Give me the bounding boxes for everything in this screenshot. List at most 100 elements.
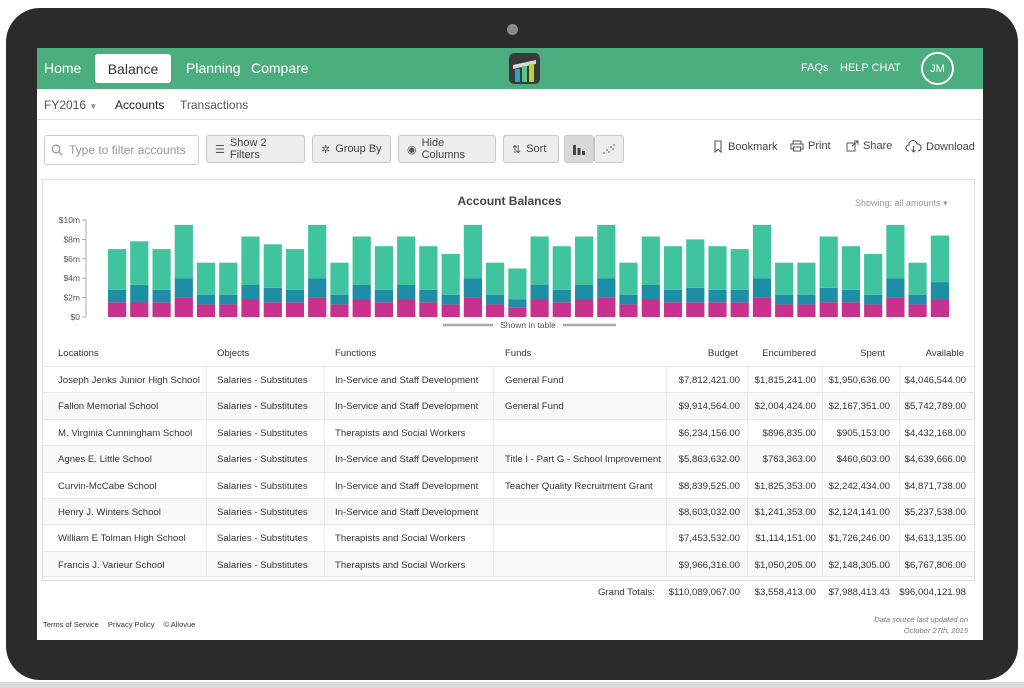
bar-segment[interactable] [108,249,127,290]
bar-segment[interactable] [285,249,305,290]
bar-segment[interactable] [308,278,327,298]
bar-segment[interactable] [775,304,794,317]
table-row[interactable]: M. Virginia Cunningham School Salaries - … [43,418,974,446]
bar-segment[interactable] [352,299,371,318]
bar-segment[interactable] [352,236,371,286]
bar-segment[interactable] [597,297,616,317]
bar-segment[interactable] [930,235,949,283]
bar-segment[interactable] [819,302,838,318]
bar-segment[interactable] [597,278,616,298]
bar-segment[interactable] [886,278,905,298]
bar-segment[interactable] [686,239,705,288]
table-row[interactable]: William E Tolman High School Salaries - S… [43,524,974,552]
fiscal-year-dropdown[interactable]: FY2016 ▼ [44,98,97,112]
col-header-budget[interactable]: Budget [707,348,738,359]
bar-segment[interactable] [663,302,683,318]
bar-segment[interactable] [508,268,527,300]
bar-segment[interactable] [486,294,505,305]
bar-segment[interactable] [330,262,349,295]
bar-segment[interactable] [196,304,216,317]
table-row[interactable]: Joseph Jenks Junior High School Salaries … [43,366,974,393]
table-row[interactable]: Henry J. Winters School Salaries - Substi… [43,497,974,525]
bar-segment[interactable] [575,285,594,300]
bar-segment[interactable] [641,285,660,300]
bar-segment[interactable] [663,246,683,290]
bar-segment[interactable] [708,302,727,318]
search-input[interactable] [69,143,189,157]
bar-segment[interactable] [530,299,549,318]
bar-segment[interactable] [152,289,171,303]
bar-segment[interactable] [841,289,860,303]
bar-segment[interactable] [864,294,883,305]
col-header-funds[interactable]: Funds [505,348,532,359]
table-row[interactable]: Agnes E. Little School Salaries - Substit… [43,445,974,473]
bar-segment[interactable] [374,246,393,290]
bar-segment[interactable] [575,236,594,286]
bar-segment[interactable] [441,294,460,305]
bar-segment[interactable] [797,262,816,295]
bar-segment[interactable] [419,302,438,318]
bar-segment[interactable] [708,289,727,303]
tab-transactions[interactable]: Transactions [180,98,249,112]
bar-segment[interactable] [552,302,571,318]
bar-segment[interactable] [174,297,193,317]
bar-segment[interactable] [841,302,860,318]
nav-planning[interactable]: Planning [186,60,241,76]
nav-compare[interactable]: Compare [251,60,309,76]
bar-segment[interactable] [730,302,749,318]
sort-button[interactable]: ⇅ Sort [503,135,559,163]
bar-segment[interactable] [641,299,660,318]
bar-segment[interactable] [708,246,727,290]
col-header-available[interactable]: Available [925,348,964,359]
bar-segment[interactable] [352,285,371,300]
bar-segment[interactable] [575,299,594,318]
bar-segment[interactable] [552,289,571,303]
bookmark-action[interactable]: Bookmark [712,140,778,153]
hide-columns-button[interactable]: ◉ Hide Columns [398,135,496,163]
bar-segment[interactable] [530,285,549,300]
bar-segment[interactable] [641,236,660,286]
bar-segment[interactable] [619,262,638,295]
tab-accounts[interactable]: Accounts [115,98,165,112]
print-action[interactable]: Print [790,140,831,152]
bar-segment[interactable] [152,302,171,318]
bar-segment[interactable] [752,278,772,298]
bar-segment[interactable] [130,302,149,318]
bar-segment[interactable] [908,262,927,295]
bar-segment[interactable] [619,294,638,305]
scatter-view-button[interactable] [594,135,624,163]
bar-segment[interactable] [397,236,416,286]
bar-segment[interactable] [486,262,505,295]
bar-segment[interactable] [374,302,393,318]
table-row[interactable]: Fallon Memorial School Salaries - Substit… [43,392,974,420]
bar-segment[interactable] [819,236,838,288]
bar-segment[interactable] [263,244,282,288]
bar-segment[interactable] [864,304,883,317]
bar-segment[interactable] [263,302,282,318]
bar-segment[interactable] [330,294,349,305]
bar-segment[interactable] [841,246,860,290]
bar-segment[interactable] [219,294,238,305]
bar-segment[interactable] [508,307,527,317]
bar-segment[interactable] [219,262,238,295]
terms-link[interactable]: Terms of Service [43,620,99,629]
bar-segment[interactable] [797,304,816,317]
bar-segment[interactable] [663,289,683,303]
bar-segment[interactable] [308,224,327,279]
col-header-locations[interactable]: Locations [58,348,99,359]
col-header-objects[interactable]: Objects [217,348,250,359]
bar-chart-view-button[interactable] [564,135,594,163]
bar-segment[interactable] [263,287,282,303]
bar-segment[interactable] [174,224,193,279]
bar-segment[interactable] [463,278,482,298]
bar-segment[interactable] [819,287,838,303]
bar-segment[interactable] [241,236,260,286]
bar-segment[interactable] [752,297,772,317]
share-action[interactable]: Share [846,140,892,152]
col-header-encumbered[interactable]: Encumbered [762,348,816,359]
bar-segment[interactable] [285,289,305,303]
bar-segment[interactable] [196,294,216,305]
bar-segment[interactable] [886,297,905,317]
bar-segment[interactable] [730,289,749,303]
bar-segment[interactable] [686,302,705,318]
